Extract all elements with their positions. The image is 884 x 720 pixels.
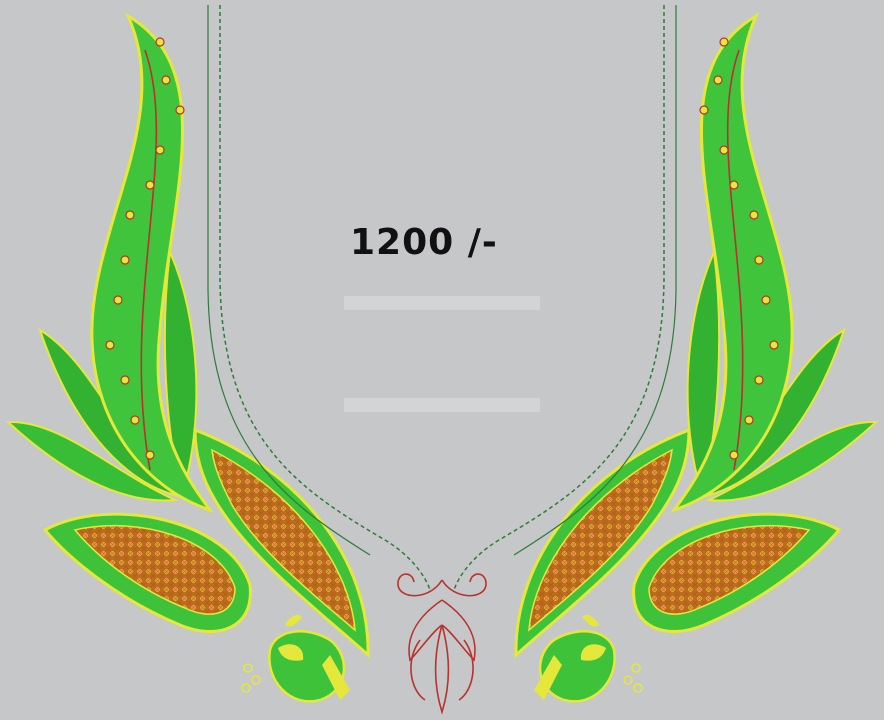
price-label: 1200 /- xyxy=(350,222,498,263)
watermark-bar xyxy=(344,296,540,310)
center-floral-motif xyxy=(397,573,487,715)
watermark-bar xyxy=(344,398,540,412)
